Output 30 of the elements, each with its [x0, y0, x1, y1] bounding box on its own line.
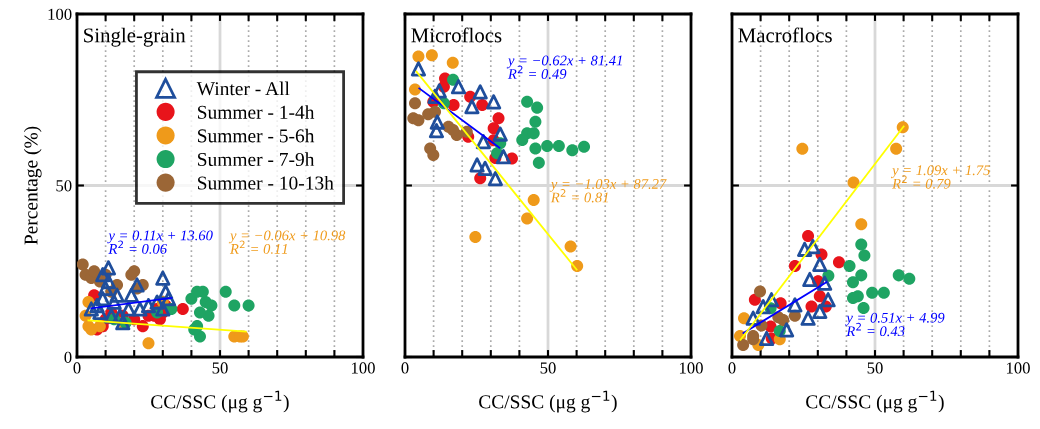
y-tick-label: 100 [48, 8, 72, 20]
annotation: y = −0.06x + 10.98 R$^{2}$ = 0.11 [228, 230, 346, 254]
x-tick-label: 100 [1006, 362, 1030, 374]
legend-label: Summer - 1-4h [198, 105, 315, 119]
legend-label: Summer - 10-13h [198, 175, 334, 190]
y-tick-label: 0 [64, 351, 72, 363]
x-tick-label: 0 [728, 362, 736, 374]
annotation: y = 0.11x + 13.60 R$^{2}$ = 0.06 [107, 230, 213, 254]
text: Single-grain [84, 27, 186, 47]
legend-label: Summer - 5-6h [198, 128, 315, 143]
text: Microflocs [411, 27, 502, 43]
legend-label: Winter - All [196, 81, 290, 96]
x-tick-label: 50 [867, 362, 883, 374]
x-axis-title: CC/SSC (μg g$^{−1}$) [151, 390, 289, 413]
x-tick-label: 100 [679, 362, 703, 374]
x-tick-label: 100 [351, 362, 375, 374]
x-tick-label: 0 [401, 362, 409, 374]
x-tick-label: 50 [540, 362, 556, 374]
x-tick-label: 50 [212, 362, 228, 374]
legend-label: Summer - 7-9h [198, 152, 315, 167]
y-tick-label: 50 [56, 180, 72, 192]
annotation: y = −0.62x + 81.41 R$^{2}$ = 0.49 [506, 55, 622, 79]
annotation: y = 0.51x + 4.99 R$^{2}$ = 0.43 [845, 312, 945, 337]
annotation: y = −1.03x + 87.27 R$^{2}$ = 0.81 [549, 179, 667, 203]
text: Macroflocs [738, 27, 832, 43]
x-axis-title: CC/SSC (μg g$^{−1}$) [806, 390, 944, 413]
x-axis-title: CC/SSC (μg g$^{−1}$) [479, 390, 617, 413]
annotation: y = 1.09x + 1.75 R$^{2}$ = 0.79 [890, 165, 990, 189]
x-tick-label: 0 [73, 362, 81, 374]
y-axis-title: Percentage (%) [23, 126, 42, 245]
